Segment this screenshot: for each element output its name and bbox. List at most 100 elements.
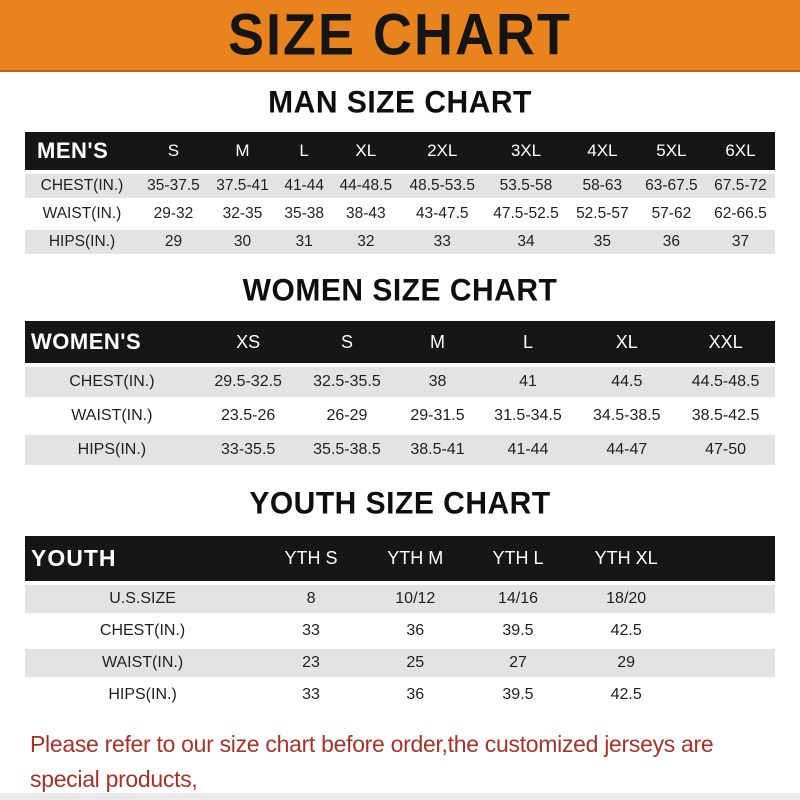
banner: SIZE CHART [0,0,800,72]
column-header: S [138,132,208,170]
row-label: WAIST(IN.) [25,401,199,431]
table-cell: 33 [400,230,485,254]
women-chest-row: CHEST(IN.) 29.5-32.5 32.5-35.5 38 41 44.… [25,367,775,397]
table-cell: 62-66.5 [705,202,775,226]
column-header: YTH S [260,536,363,581]
table-cell: 44-47 [577,435,677,465]
table-cell: 32.5-35.5 [297,367,397,397]
youth-hips-row: HIPS(IN.) 33 36 39.5 42.5 [25,681,775,709]
row-label: U.S.SIZE [25,585,261,613]
table-cell: 35 [567,230,637,254]
table-cell: 63-67.5 [636,174,706,198]
row-label: WAIST(IN.) [25,649,261,677]
table-cell: 37 [705,230,775,254]
table-cell: 33 [260,617,363,645]
row-label: CHEST(IN.) [25,174,139,198]
table-cell: 47.5-52.5 [484,202,568,226]
table-cell: 32 [331,230,401,254]
column-header: YTH XL [567,536,685,581]
table-cell: 43-47.5 [400,202,485,226]
table-cell: 23.5-26 [198,401,298,431]
column-header: XL [577,321,677,363]
table-cell: 23 [260,649,363,677]
men-header-row: MEN'S S M L XL 2XL 3XL 4XL 5XL 6XL [25,132,775,170]
column-header: YTH L [468,536,568,581]
women-section-heading: WOMEN SIZE CHART [242,273,558,308]
men-size-table: MEN'S S M L XL 2XL 3XL 4XL 5XL 6XL CHEST… [25,128,775,258]
women-header-row: WOMEN'S XS S M L XL XXL [25,321,775,363]
table-cell: 8 [260,585,363,613]
table-cell: 44-48.5 [331,174,401,198]
table-cell: 39.5 [468,617,568,645]
table-cell: 53.5-58 [484,174,568,198]
column-header: YTH M [362,536,469,581]
column-header: XXL [676,321,775,363]
table-cell: 38-43 [331,202,401,226]
table-cell: 34.5-38.5 [577,401,677,431]
table-cell: 35-37.5 [138,174,208,198]
women-hips-row: HIPS(IN.) 33-35.5 35.5-38.5 38.5-41 41-4… [25,435,775,465]
row-label: WAIST(IN.) [25,202,139,226]
column-header: 3XL [484,132,568,170]
men-chest-row: CHEST(IN.) 35-37.5 37.5-41 41-44 44-48.5… [25,174,775,198]
table-cell: 33 [260,681,363,709]
youth-ussize-row: U.S.SIZE 8 10/12 14/16 18/20 [25,585,775,613]
column-header: XL [331,132,401,170]
column-header: 4XL [567,132,637,170]
table-cell: 18/20 [567,585,685,613]
spacer-cell [685,536,775,581]
table-cell: 30 [207,230,278,254]
row-label: CHEST(IN.) [25,367,199,397]
spacer-cell [685,681,775,709]
women-waist-row: WAIST(IN.) 23.5-26 26-29 29-31.5 31.5-34… [25,401,775,431]
column-header: S [297,321,397,363]
table-cell: 29.5-32.5 [198,367,298,397]
spacer-cell [685,585,775,613]
table-cell: 25 [362,649,469,677]
table-cell: 39.5 [468,681,568,709]
men-section-heading: MAN SIZE CHART [268,85,532,120]
table-cell: 44.5 [577,367,677,397]
men-table-label: MEN'S [25,132,139,170]
table-cell: 47-50 [676,435,775,465]
table-cell: 52.5-57 [567,202,637,226]
women-size-table: WOMEN'S XS S M L XL XXL CHEST(IN.) 29.5-… [25,317,775,469]
table-cell: 36 [636,230,706,254]
table-cell: 37.5-41 [207,174,278,198]
youth-header-row: YOUTH YTH S YTH M YTH L YTH XL [25,536,775,581]
table-cell: 41-44 [478,435,578,465]
youth-section-heading: YOUTH SIZE CHART [249,486,551,521]
table-cell: 35-38 [277,202,332,226]
footer-note: Please refer to our size chart before or… [30,727,770,800]
table-cell: 41-44 [277,174,332,198]
table-cell: 32-35 [207,202,278,226]
table-cell: 42.5 [567,617,685,645]
table-cell: 57-62 [636,202,706,226]
table-cell: 36 [362,617,469,645]
table-cell: 35.5-38.5 [297,435,397,465]
column-header: M [207,132,278,170]
column-header: L [478,321,578,363]
table-cell: 27 [468,649,568,677]
spacer-cell [685,617,775,645]
table-cell: 10/12 [362,585,469,613]
table-cell: 29-32 [138,202,208,226]
column-header: L [277,132,332,170]
column-header: 5XL [636,132,706,170]
youth-chest-row: CHEST(IN.) 33 36 39.5 42.5 [25,617,775,645]
table-cell: 29-31.5 [396,401,479,431]
spacer-cell [685,649,775,677]
row-label: HIPS(IN.) [25,681,261,709]
women-table-label: WOMEN'S [25,321,199,363]
men-hips-row: HIPS(IN.) 29 30 31 32 33 34 35 36 37 [25,230,775,254]
table-cell: 38.5-41 [396,435,479,465]
column-header: M [396,321,479,363]
table-cell: 26-29 [297,401,397,431]
table-cell: 58-63 [567,174,637,198]
row-label: CHEST(IN.) [25,617,261,645]
men-section: MEN'S S M L XL 2XL 3XL 4XL 5XL 6XL CHEST… [0,128,800,258]
page-title: SIZE CHART [228,2,572,68]
table-cell: 38 [396,367,479,397]
table-cell: 29 [138,230,208,254]
